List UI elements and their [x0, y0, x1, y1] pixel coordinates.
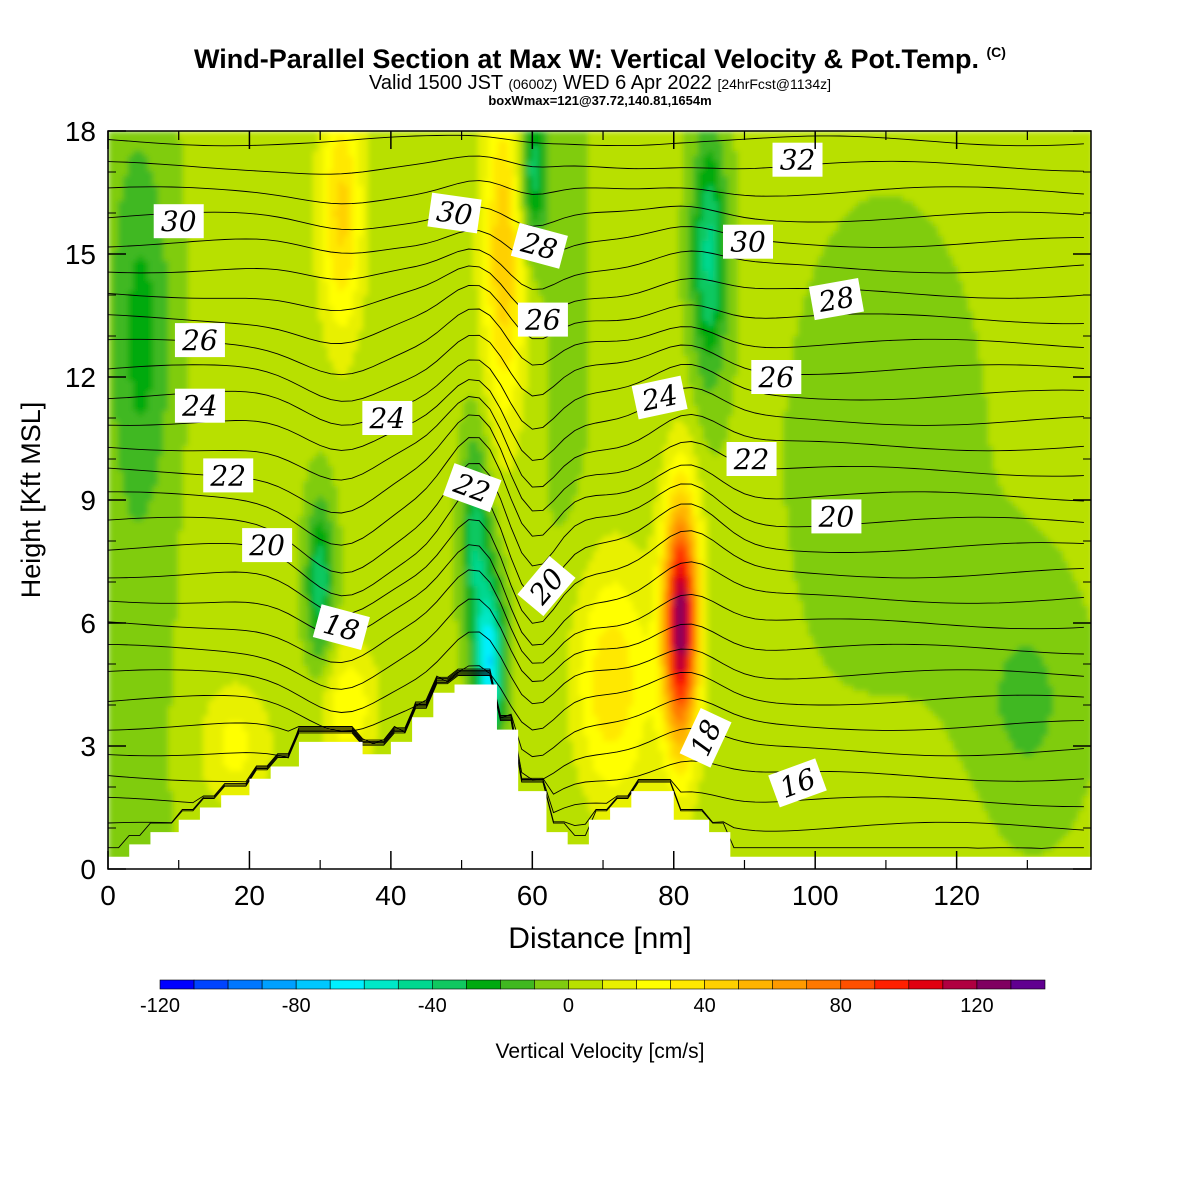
theta-label: 24	[362, 401, 412, 435]
colorbar-tick-label: 40	[693, 995, 715, 1017]
colorbar: -120 -80 -40 0 40 80 120	[140, 980, 1045, 1017]
theta-label: 22	[727, 442, 777, 476]
theta-label: 30	[154, 204, 204, 238]
theta-label-text: 22	[733, 443, 770, 476]
y-tick-label: 15	[65, 239, 96, 270]
theta-label-text: 30	[435, 195, 475, 233]
theta-label-text: 32	[780, 144, 816, 177]
colorbar-swatch	[160, 980, 194, 989]
colorbar-swatch	[330, 980, 364, 989]
colorbar-tick-label: 0	[563, 995, 574, 1017]
colorbar-swatch	[875, 980, 909, 989]
colorbar-swatch	[398, 980, 432, 989]
theta-label-text: 26	[524, 304, 561, 337]
theta-label-text: 24	[181, 390, 218, 423]
colorbar-tick-label: 120	[960, 995, 993, 1017]
colorbar-swatch	[466, 980, 500, 989]
y-tick-label: 0	[80, 854, 96, 885]
y-axis-label: Height [Kft MSL]	[16, 402, 46, 599]
colorbar-tick-label: -40	[418, 995, 447, 1017]
colorbar-swatch	[909, 980, 943, 989]
y-tick-label: 18	[65, 116, 96, 147]
x-axis-label: Distance [nm]	[508, 922, 691, 955]
theta-label: 22	[203, 458, 253, 492]
theta-label-text: 20	[818, 500, 855, 533]
colorbar-swatch	[262, 980, 296, 989]
x-tick-label: 80	[658, 880, 689, 911]
theta-label: 24	[175, 389, 225, 423]
colorbar-tick-label: -80	[282, 995, 311, 1017]
colorbar-swatch	[228, 980, 262, 989]
colorbar-swatch	[739, 980, 773, 989]
colorbar-swatch	[603, 980, 637, 989]
theta-label: 30	[427, 193, 481, 234]
theta-label-text: 24	[369, 402, 406, 435]
x-tick-label: 0	[100, 880, 116, 911]
y-tick-label: 3	[80, 731, 96, 762]
x-tick-label: 100	[792, 880, 839, 911]
colorbar-swatch	[773, 980, 807, 989]
colorbar-swatch	[841, 980, 875, 989]
theta-label-text: 20	[248, 529, 285, 562]
y-tick-label: 6	[80, 608, 96, 639]
x-tick-label: 40	[375, 880, 406, 911]
x-tick-label: 120	[933, 880, 980, 911]
plot-area	[108, 111, 1095, 874]
y-tick-label: 12	[65, 362, 96, 393]
theta-label-text: 22	[209, 459, 246, 492]
theta-label: 30	[723, 225, 773, 259]
x-tick-label: 60	[517, 880, 548, 911]
colorbar-swatch	[807, 980, 841, 989]
colorbar-swatch	[432, 980, 466, 989]
theta-label-text: 26	[181, 324, 218, 357]
colorbar-swatch	[671, 980, 705, 989]
theta-label: 20	[242, 528, 292, 562]
theta-label: 26	[175, 323, 225, 357]
colorbar-swatch	[705, 980, 739, 989]
colorbar-swatch	[568, 980, 602, 989]
colorbar-swatch	[637, 980, 671, 989]
colorbar-swatch	[364, 980, 398, 989]
theta-label: 20	[811, 499, 861, 533]
x-tick-label: 20	[234, 880, 265, 911]
colorbar-swatch	[943, 980, 977, 989]
cross-section-chart: 3026242220182430282622202432302826222018…	[0, 0, 1200, 1200]
colorbar-swatch	[500, 980, 534, 989]
y-tick-label: 9	[80, 485, 96, 516]
theta-label-text: 30	[730, 226, 766, 259]
colorbar-tick-label: 80	[830, 995, 852, 1017]
colorbar-label: Vertical Velocity [cm/s]	[496, 1040, 705, 1063]
theta-label-text: 28	[815, 280, 857, 319]
theta-label: 26	[518, 303, 568, 337]
theta-contour	[108, 111, 1084, 121]
colorbar-swatch	[534, 980, 568, 989]
theta-label-text: 30	[161, 205, 197, 238]
theta-label: 26	[751, 360, 801, 394]
colorbar-swatch	[1011, 980, 1045, 989]
colorbar-swatch	[296, 980, 330, 989]
colorbar-swatch	[194, 980, 228, 989]
colorbar-swatch	[977, 980, 1011, 989]
theta-label-text: 26	[757, 361, 794, 394]
vertical-velocity-field	[108, 131, 1094, 872]
colorbar-tick-label: -120	[140, 995, 180, 1017]
